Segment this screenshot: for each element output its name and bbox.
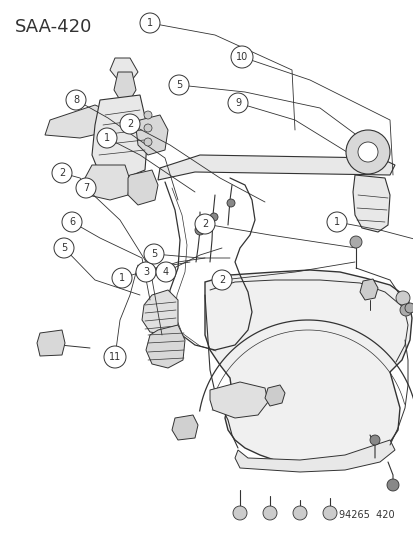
Circle shape [292,506,306,520]
Circle shape [326,212,346,232]
Circle shape [144,138,152,146]
Circle shape [262,506,276,520]
Text: 5: 5 [176,80,182,90]
Circle shape [97,128,117,148]
Circle shape [228,93,247,113]
Polygon shape [142,290,178,335]
Circle shape [399,304,411,316]
Polygon shape [136,115,168,155]
Circle shape [226,199,235,207]
Circle shape [52,163,72,183]
Circle shape [144,124,152,132]
Polygon shape [209,382,267,418]
Text: SAA-420: SAA-420 [15,18,92,36]
Circle shape [195,225,204,235]
Polygon shape [204,270,411,470]
Polygon shape [37,330,65,356]
Text: 1: 1 [104,133,110,143]
Polygon shape [45,105,118,138]
Text: 9: 9 [234,98,240,108]
Circle shape [322,506,336,520]
Circle shape [120,114,140,134]
Text: 5: 5 [61,243,67,253]
Circle shape [104,346,126,368]
Text: 2: 2 [218,275,225,285]
Circle shape [345,130,389,174]
Polygon shape [352,175,389,232]
Text: 11: 11 [109,352,121,362]
Polygon shape [110,58,138,80]
Text: 2: 2 [59,168,65,178]
Circle shape [144,244,164,264]
Text: 1: 1 [333,217,339,227]
Circle shape [144,111,152,119]
Text: 8: 8 [73,95,79,105]
Circle shape [404,303,413,313]
Polygon shape [146,325,185,368]
Text: 6: 6 [69,217,75,227]
Text: 2: 2 [126,119,133,129]
Circle shape [211,270,231,290]
Circle shape [169,75,189,95]
Circle shape [62,212,82,232]
Polygon shape [114,72,136,100]
Polygon shape [171,415,197,440]
Text: 2: 2 [202,219,208,229]
Text: 4: 4 [163,267,169,277]
Polygon shape [158,155,394,180]
Polygon shape [235,440,394,472]
Text: 10: 10 [235,52,247,62]
Circle shape [195,214,214,234]
Circle shape [76,178,96,198]
Text: 1: 1 [147,18,153,28]
Polygon shape [359,279,377,300]
Circle shape [66,90,86,110]
Circle shape [357,142,377,162]
Circle shape [140,13,159,33]
Circle shape [395,291,409,305]
Text: 1: 1 [119,273,125,283]
Circle shape [369,435,379,445]
Polygon shape [128,170,158,205]
Polygon shape [264,385,284,406]
Circle shape [230,46,252,68]
Circle shape [233,506,247,520]
Text: 94265  420: 94265 420 [339,510,394,520]
Circle shape [156,262,176,282]
Polygon shape [92,95,147,178]
Text: 5: 5 [150,249,157,259]
Text: 3: 3 [142,267,149,277]
Text: 7: 7 [83,183,89,193]
Circle shape [349,236,361,248]
Circle shape [54,238,74,258]
Circle shape [112,268,132,288]
Circle shape [136,262,156,282]
Polygon shape [85,165,130,200]
Circle shape [209,213,218,221]
Circle shape [386,479,398,491]
